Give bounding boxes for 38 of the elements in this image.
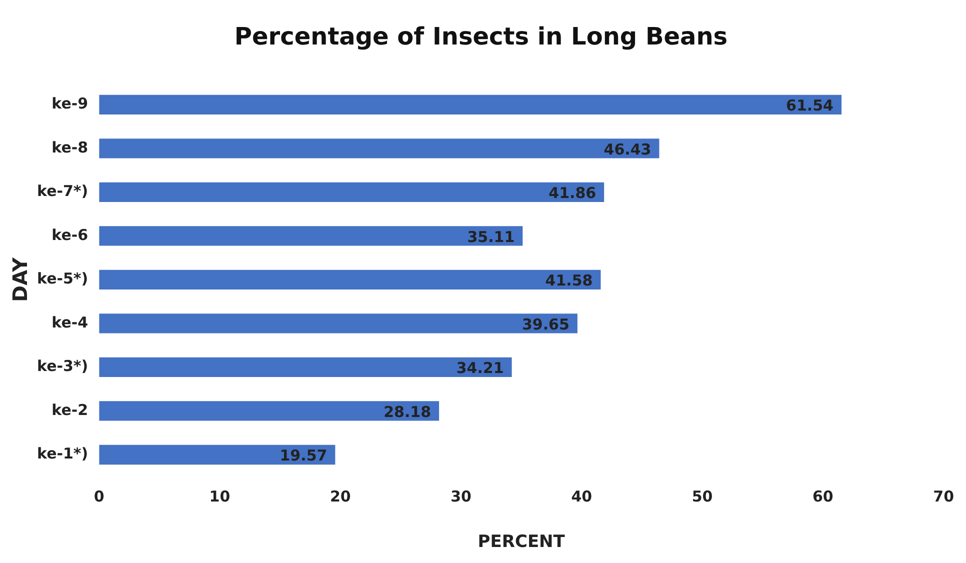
- bar: [99, 270, 601, 290]
- data-label: 39.65: [522, 315, 570, 334]
- y-tick-label: ke-4: [52, 313, 88, 332]
- y-tick-label: ke-5*): [37, 270, 88, 288]
- bar: [99, 182, 604, 202]
- data-label: 19.57: [280, 446, 328, 465]
- x-tick-label: 10: [209, 487, 230, 506]
- bar: [99, 94, 842, 115]
- bar: [99, 226, 523, 246]
- y-tick-label: ke-2: [52, 400, 88, 419]
- y-tick-label: ke-9: [52, 94, 88, 113]
- data-label: 28.18: [384, 402, 432, 421]
- data-label: 46.43: [604, 140, 652, 158]
- x-tick-label: 0: [94, 487, 104, 506]
- y-tick-label: ke-6: [52, 226, 88, 244]
- y-tick-label: ke-1*): [37, 444, 88, 463]
- bar: [99, 444, 336, 465]
- data-label: 34.21: [456, 359, 504, 378]
- x-tick-label: 40: [571, 487, 592, 506]
- y-axis-title: DAY: [8, 256, 32, 302]
- x-tick-label: 30: [450, 487, 472, 506]
- bar: [99, 138, 660, 158]
- x-axis-title: PERCENT: [478, 532, 566, 552]
- bar: [99, 401, 440, 421]
- data-label: 35.11: [467, 228, 515, 246]
- x-tick-label: 20: [330, 487, 351, 506]
- chart-title: Percentage of Insects in Long Beans: [234, 22, 728, 51]
- y-tick-label: ke-8: [52, 138, 88, 156]
- bar: [99, 357, 512, 378]
- x-tick-label: 70: [933, 487, 954, 506]
- bar: [99, 314, 578, 334]
- data-label: 41.86: [548, 184, 596, 202]
- y-tick-label: ke-3*): [37, 357, 88, 376]
- x-tick-label: 50: [692, 487, 713, 506]
- data-label: 61.54: [786, 96, 834, 115]
- data-label: 41.58: [545, 272, 593, 290]
- y-tick-label: ke-7*): [37, 182, 88, 200]
- x-tick-label: 60: [812, 487, 834, 506]
